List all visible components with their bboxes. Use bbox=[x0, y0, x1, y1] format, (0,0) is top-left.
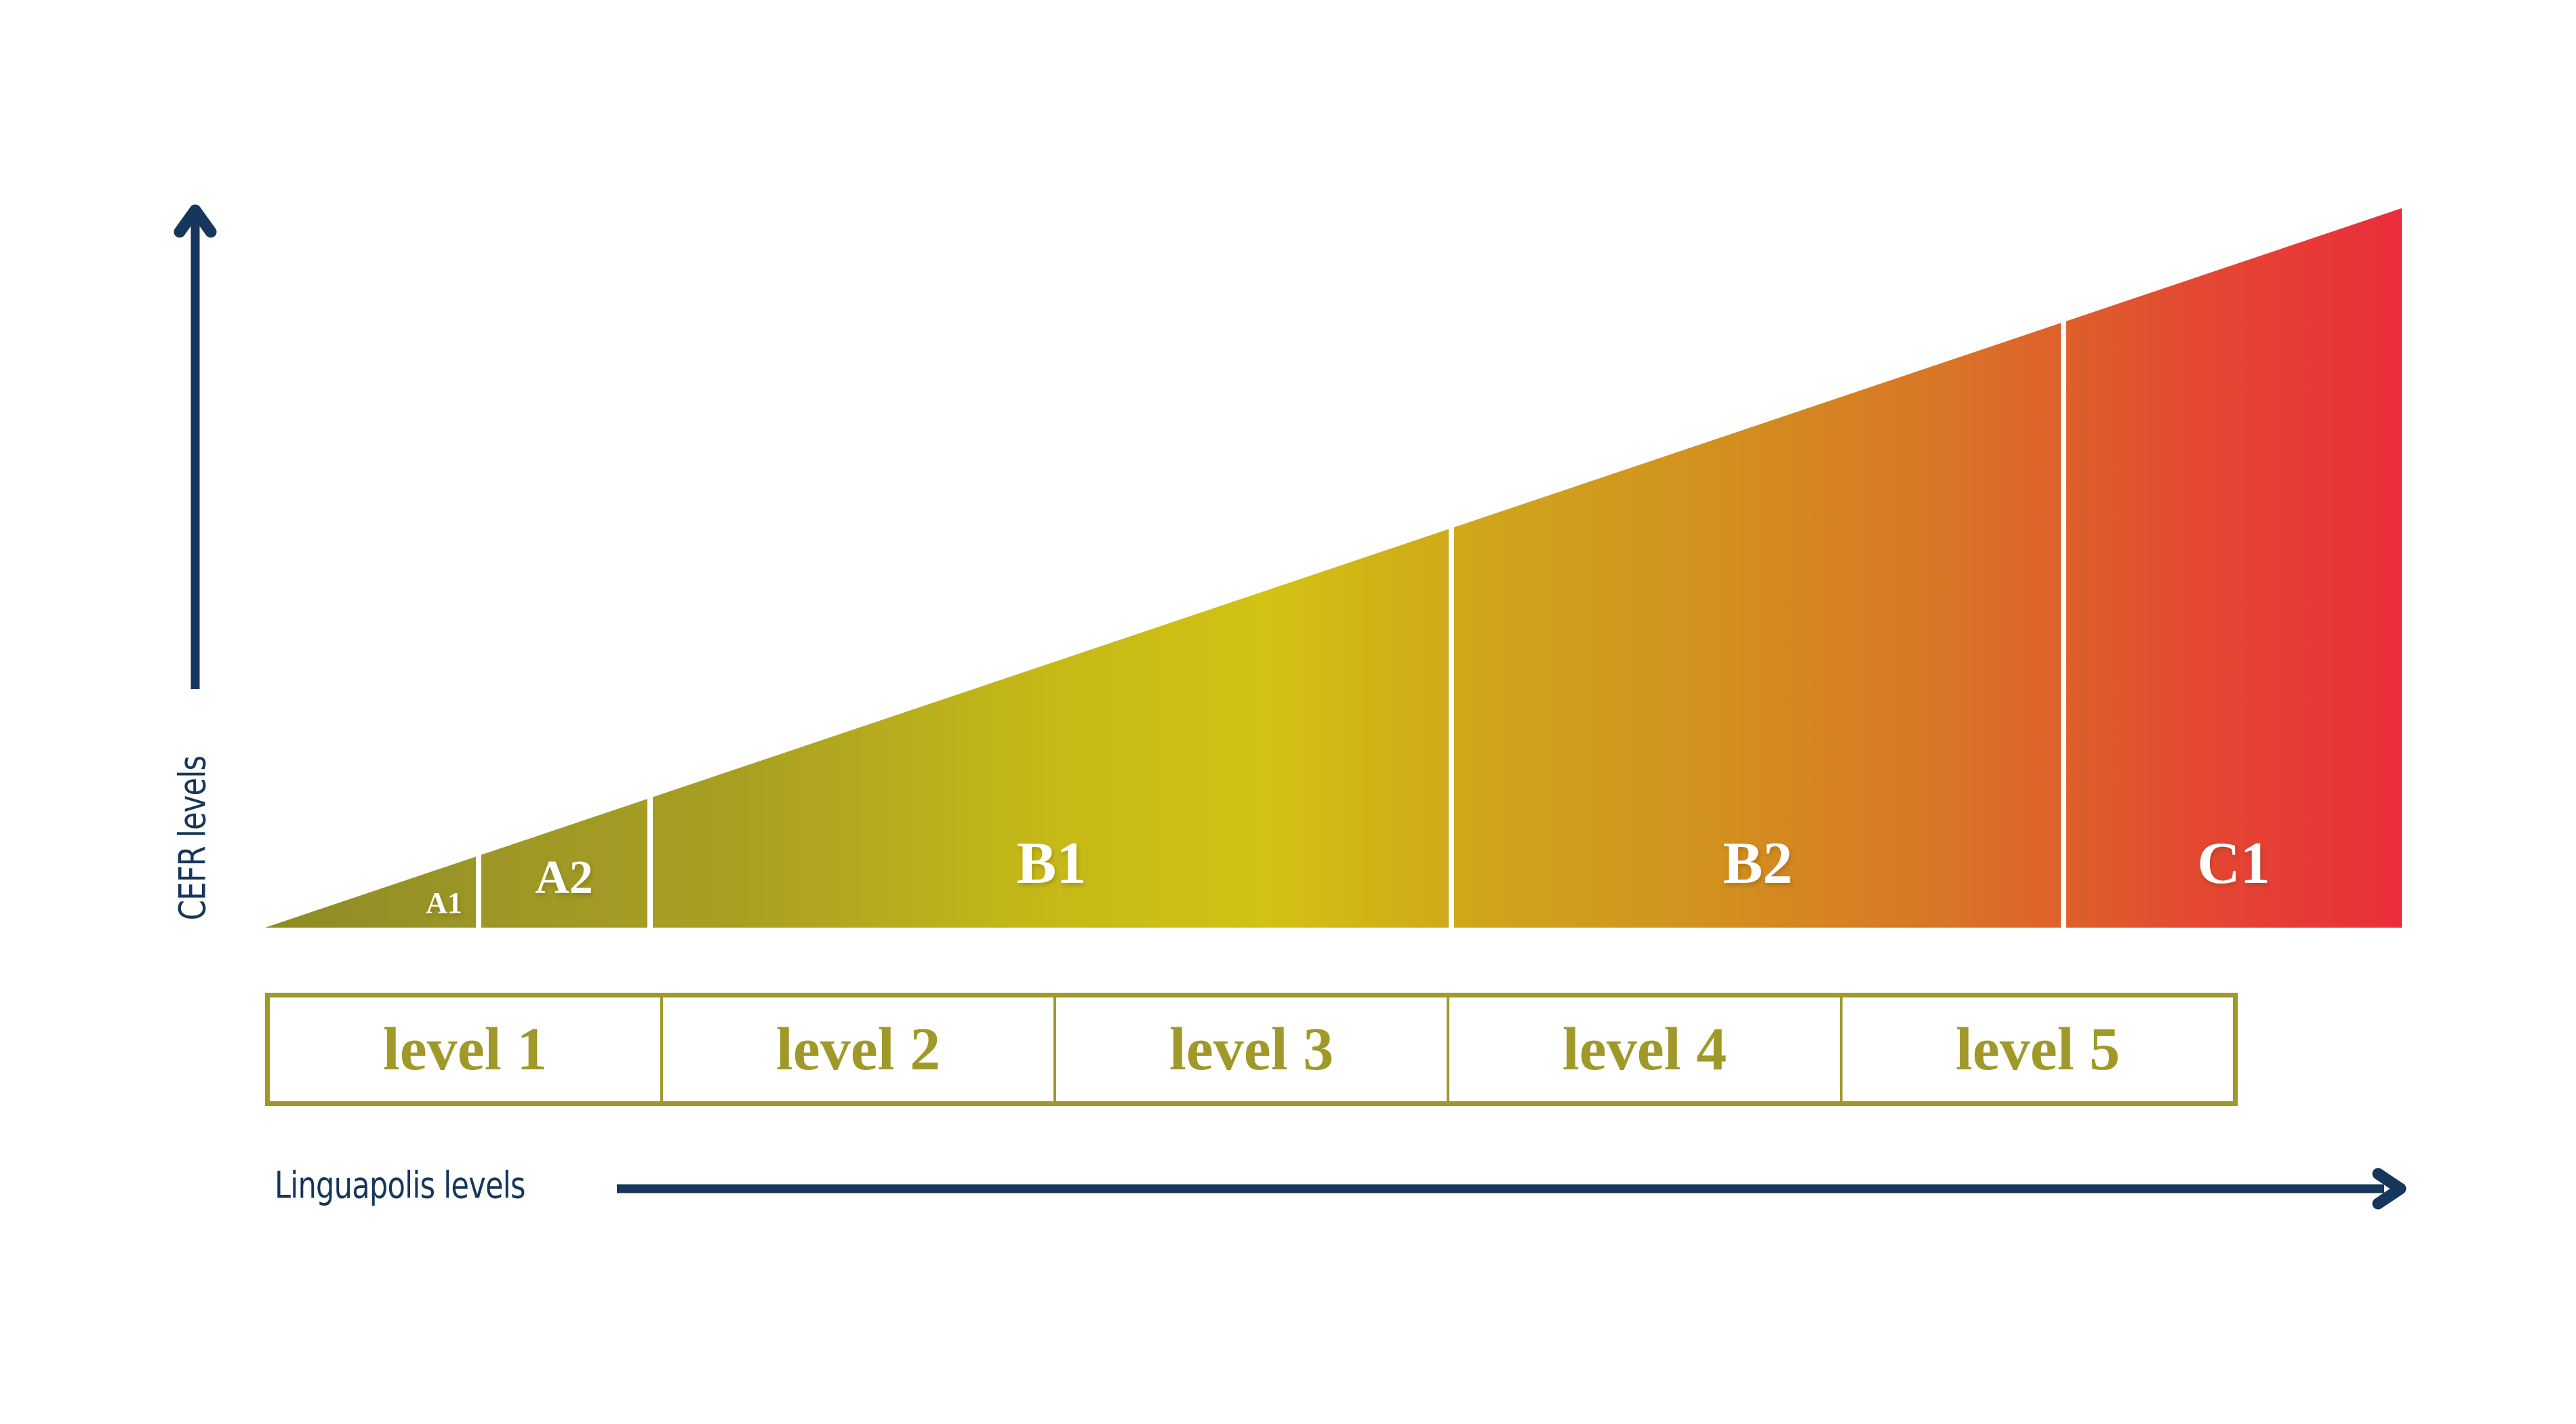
level-cell-3: level 3 bbox=[1053, 997, 1447, 1101]
section-divider-a2-b1 bbox=[647, 208, 653, 928]
section-divider-b2-c1 bbox=[2061, 208, 2066, 928]
cefr-triangle: A1 A2 B1 B2 C1 bbox=[265, 208, 2402, 928]
linguapolis-levels-table: level 1 level 2 level 3 level 4 level 5 bbox=[265, 993, 2238, 1106]
level-label-1: level 1 bbox=[382, 1015, 548, 1083]
cefr-label-b1: B1 bbox=[1016, 831, 1087, 896]
cefr-axis-label: CEFR levels bbox=[171, 755, 214, 921]
level-label-4: level 4 bbox=[1562, 1015, 1727, 1083]
section-divider-b1-b2 bbox=[1449, 208, 1454, 928]
linguapolis-axis-arrow-icon bbox=[617, 1168, 2407, 1210]
level-label-3: level 3 bbox=[1169, 1015, 1334, 1083]
level-cell-1: level 1 bbox=[270, 997, 660, 1101]
linguapolis-axis-label: Linguapolis levels bbox=[275, 1164, 525, 1207]
level-cell-4: level 4 bbox=[1447, 997, 1840, 1101]
level-cell-5: level 5 bbox=[1840, 997, 2233, 1101]
level-cell-2: level 2 bbox=[660, 997, 1053, 1101]
cefr-axis-arrow-icon bbox=[174, 204, 217, 689]
cefr-label-a2: A2 bbox=[535, 852, 593, 904]
cefr-label-b2: B2 bbox=[1723, 831, 1793, 896]
cefr-label-a1: A1 bbox=[426, 886, 462, 919]
section-divider-a1-a2 bbox=[476, 208, 481, 928]
level-label-5: level 5 bbox=[1955, 1015, 2120, 1083]
level-label-2: level 2 bbox=[776, 1015, 941, 1083]
cefr-label-c1: C1 bbox=[2197, 831, 2270, 896]
